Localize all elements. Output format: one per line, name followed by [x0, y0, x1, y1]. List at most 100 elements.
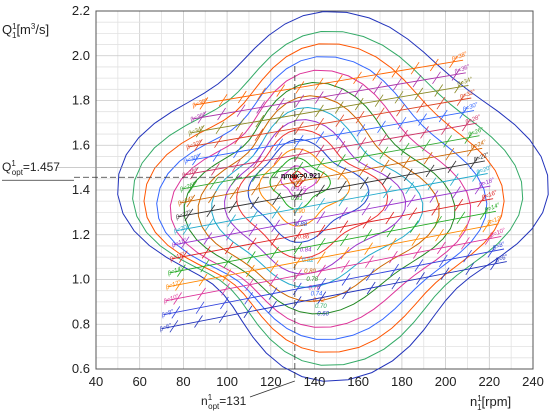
beta-hatch: [420, 126, 429, 139]
beta-hatch: [197, 287, 206, 301]
beta-hatch: [233, 145, 242, 159]
beta-hatch: [406, 194, 416, 208]
beta-hatch: [237, 90, 247, 104]
beta-hatch: [295, 81, 305, 94]
beta-line-label: β=6°: [494, 254, 509, 265]
y-tick-label: 1.0: [72, 272, 90, 287]
beta-hatch: [293, 269, 302, 282]
beta-hatch: [177, 264, 186, 277]
blade-angle-lines: β=6°β=6°β=8°β=8°β=10°β=10°β=12°β=12°β=14…: [158, 51, 509, 333]
beta-line-label: β=10°: [162, 293, 181, 305]
beta-hatch: [245, 278, 254, 291]
beta-hatch: [248, 223, 258, 237]
beta-hatch: [218, 310, 228, 323]
beta-line-group: β=38°β=38°: [191, 51, 469, 110]
beta-hatch: [211, 163, 220, 176]
beta-hatch: [253, 142, 263, 155]
beta-hatch: [175, 278, 184, 291]
beta-hatch: [409, 220, 419, 233]
beta-hatch: [384, 198, 393, 212]
beta-hatch: [374, 94, 384, 107]
beta-hatch: [410, 61, 420, 75]
beta-hatch: [429, 58, 439, 72]
beta-hatch: [268, 300, 277, 314]
beta-line-group: β=24° β=24°: [176, 139, 487, 207]
x-tick-label: 60: [132, 374, 146, 389]
efficiency-contours: 0.920.915 0.91 0.90 0.88 0.86 0.84 0.82 0.80 0.7…: [117, 11, 549, 382]
beta-hatch: [435, 228, 444, 242]
y-tick-label: 0.8: [72, 316, 90, 331]
beta-hatch: [317, 277, 327, 291]
beta-hatch: [295, 108, 304, 121]
beta-hatch: [414, 259, 424, 272]
x-tick-label: 120: [260, 374, 282, 389]
beta-hatch: [411, 233, 421, 246]
efficiency-contour: [289, 170, 306, 188]
beta-hatch: [381, 172, 391, 186]
beta-hatch: [389, 250, 398, 264]
beta-hatch: [393, 78, 402, 91]
beta-hatch: [275, 97, 285, 111]
beta-line: [165, 235, 502, 302]
beta-hatch: [449, 55, 458, 69]
beta-hatch: [362, 216, 372, 229]
beta-hatch: [341, 273, 351, 286]
beta-hatch: [271, 206, 281, 219]
beta-hatch: [335, 127, 345, 141]
beta-hatch: [441, 122, 450, 135]
beta-hatch: [399, 129, 408, 143]
beta-line-label: β=10°: [488, 227, 507, 239]
beta-hatch: [472, 169, 481, 182]
x-tick-label: 240: [522, 374, 544, 389]
beta-hatch: [268, 287, 278, 300]
beta-line-label: β=24°: [176, 196, 195, 208]
y-tick-label: 1.2: [72, 227, 90, 242]
beta-line: [186, 110, 475, 162]
beta-hatch: [385, 211, 395, 225]
beta-line: [163, 248, 505, 316]
beta-hatch: [359, 176, 369, 190]
beta-hatch: [365, 268, 375, 282]
beta-hatch: [186, 194, 196, 208]
beta-line-label: β=36°: [189, 112, 208, 124]
beta-hatch: [214, 135, 223, 148]
beta-hatch: [255, 114, 265, 128]
beta-hatch: [433, 215, 442, 229]
efficiency-contour-label: 0.70: [315, 304, 327, 310]
eta-max-label: ηmax=0.921: [281, 173, 321, 180]
beta-hatch: [452, 186, 461, 199]
beta-hatch: [363, 229, 373, 242]
beta-hatch: [221, 283, 230, 296]
beta-hatch: [206, 204, 216, 218]
beta-hatch: [252, 155, 262, 169]
beta-line-label: β=28°: [464, 114, 483, 126]
q-opt-label: Q1 opt=1.457: [2, 159, 60, 177]
beta-hatch: [431, 203, 441, 216]
beta-hatch: [315, 104, 324, 118]
beta-line-label: β=8°: [491, 241, 506, 252]
n-opt-leader: [249, 380, 295, 398]
beta-line: [167, 223, 499, 288]
beta-hatch: [209, 176, 219, 190]
beta-hatch: [378, 133, 388, 147]
beta-hatch: [295, 94, 305, 108]
beta-hatch: [487, 245, 497, 258]
beta-hatch: [272, 179, 282, 192]
beta-hatch: [226, 228, 235, 241]
beta-line: [188, 97, 472, 148]
efficiency-contour-label: 0.74: [311, 292, 323, 298]
beta-hatch: [315, 144, 325, 158]
beta-hatch: [227, 214, 236, 227]
beta-hatch: [402, 155, 411, 169]
beta-hatch: [408, 207, 418, 220]
beta-hatch: [467, 144, 476, 157]
beta-hatch: [437, 241, 446, 255]
beta-hatch: [195, 301, 205, 314]
beta-hatch: [316, 184, 325, 198]
x-tick-label: 100: [216, 374, 238, 389]
beta-hatch: [425, 164, 435, 178]
beta-hatch: [337, 167, 347, 180]
beta-hatch: [274, 138, 284, 151]
y-axis-label: Q1 1[m3/s]: [2, 22, 49, 40]
beta-hatch: [217, 107, 226, 121]
